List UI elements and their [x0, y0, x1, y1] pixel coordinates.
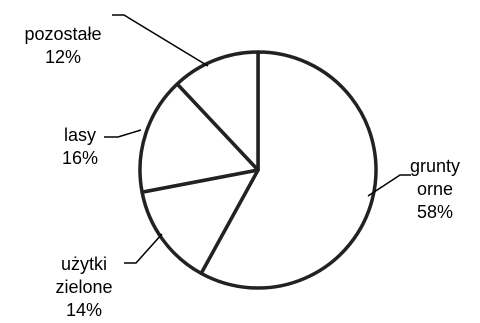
slice-name-3-line-0: pozostałe [24, 24, 101, 44]
slice-value-1: 14% [66, 300, 102, 320]
slice-label-3: pozostałe 12% [24, 24, 101, 67]
pie-slice-0 [199, 50, 378, 290]
leader-line-3 [112, 14, 209, 67]
pie-slice-2 [138, 82, 260, 194]
slice-labels: grunty orne 58% użytki zielone 14% lasy 16% pozo… [24, 24, 460, 320]
slice-label-0: grunty orne 58% [410, 156, 460, 222]
slice-label-1: użytki zielone 14% [55, 254, 112, 320]
slice-name-2-line-0: lasy [64, 125, 96, 145]
slice-label-2: lasy 16% [62, 125, 98, 168]
slice-name-1-line-1: zielone [55, 277, 112, 297]
leader-line-0 [367, 174, 411, 197]
slice-name-0-line-1: orne [417, 179, 453, 199]
slice-name-1-line-0: użytki [61, 254, 107, 274]
slice-name-0-line-0: grunty [410, 156, 460, 176]
leader-line-1 [124, 233, 163, 264]
leader-line-2 [104, 129, 142, 138]
pie-slices [138, 50, 378, 290]
slice-value-0: 58% [417, 202, 453, 222]
pie-slice-3 [175, 50, 260, 172]
leader-lines [104, 14, 411, 264]
pie-slice-1 [140, 168, 260, 276]
slice-value-2: 16% [62, 148, 98, 168]
slice-value-3: 12% [45, 47, 81, 67]
